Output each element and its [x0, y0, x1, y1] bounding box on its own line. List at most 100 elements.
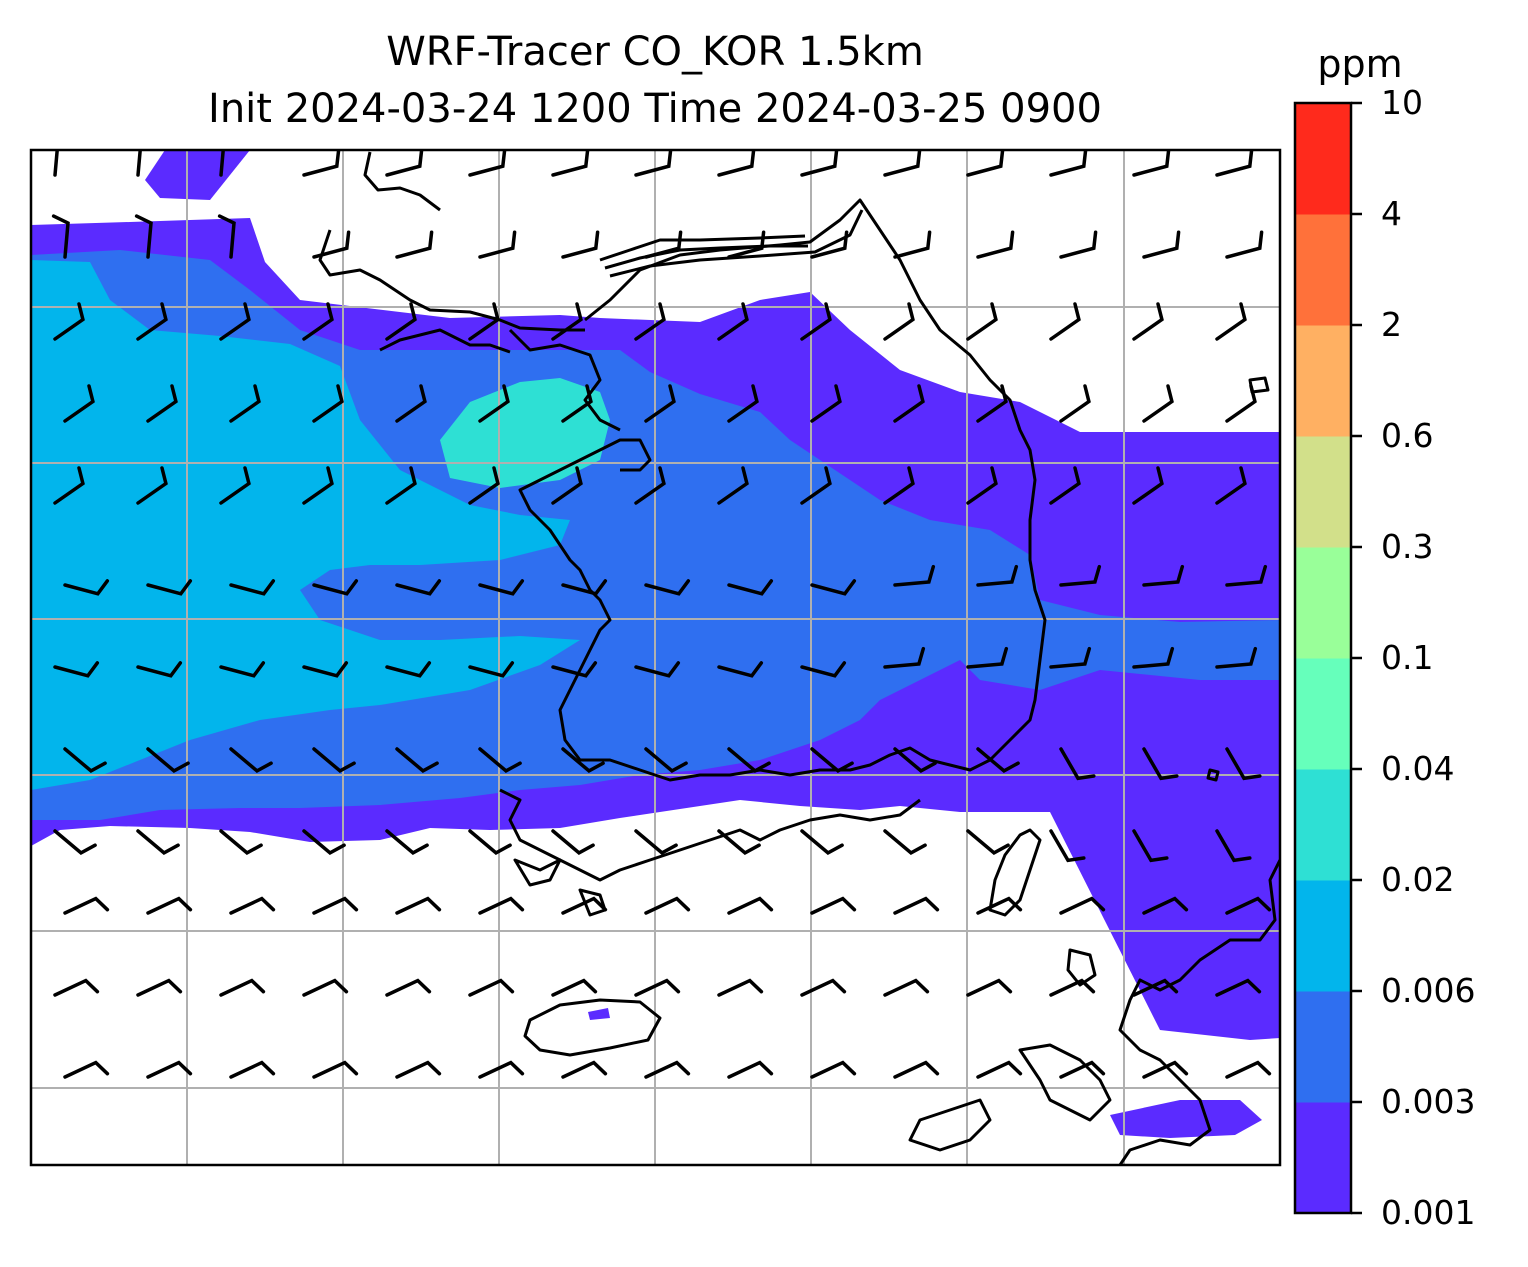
wind-barb: [717, 466, 749, 505]
wind-barb: [976, 564, 1019, 587]
wind-barb: [727, 896, 774, 915]
wind-barb: [727, 579, 774, 596]
wind-barb: [136, 829, 180, 856]
wind-barb: [717, 829, 761, 856]
wind-barb: [561, 384, 593, 423]
wind-barb: [1225, 564, 1268, 587]
colorbar-tick-label: 0.001: [1381, 1193, 1476, 1232]
wind-barb: [478, 896, 525, 915]
wind-barb: [644, 896, 691, 915]
wind-barb: [1049, 829, 1086, 863]
wind-barb: [561, 1060, 608, 1079]
wind-barb: [312, 230, 351, 259]
wind-barb: [53, 978, 100, 997]
wind-barb: [302, 466, 334, 505]
wind-barb: [1049, 302, 1081, 341]
wind-barb: [561, 896, 608, 915]
wind-barb: [385, 829, 429, 856]
wind-barb: [1132, 466, 1164, 505]
wind-barb: [883, 302, 915, 341]
wind-barb: [717, 661, 764, 678]
colorbar-band: [1295, 658, 1351, 770]
wind-barb: [229, 896, 276, 915]
wind-barb: [810, 579, 857, 596]
wind-barb: [302, 978, 349, 997]
wind-barb: [468, 978, 515, 997]
wind-barb: [800, 829, 844, 856]
wind-barb: [146, 384, 178, 423]
wind-barb: [551, 302, 583, 341]
wind-barb: [551, 661, 598, 678]
wind-barb: [1132, 978, 1179, 997]
colorbar-tick-label: 4: [1381, 194, 1402, 233]
wind-barb: [893, 230, 932, 259]
wind-barb: [1225, 747, 1262, 781]
wind-barb: [1225, 1060, 1272, 1079]
wind-barb: [146, 747, 190, 774]
wind-barb: [302, 829, 346, 856]
colorbar-band: [1295, 325, 1351, 437]
wind-barb: [800, 466, 832, 505]
wind-barb: [727, 1060, 774, 1079]
wind-barb: [395, 230, 434, 259]
wind-barb: [468, 661, 515, 678]
wind-barb: [312, 1060, 359, 1079]
colorbar-tick-label: 2: [1381, 305, 1402, 344]
wind-barb: [966, 646, 1009, 669]
colorbar-band: [1295, 991, 1351, 1103]
wind-barb: [395, 1060, 442, 1079]
wind-barb: [717, 302, 749, 341]
colorbar-unit-label: ppm: [1317, 42, 1403, 86]
wind-barb: [63, 1060, 110, 1079]
wind-barb: [551, 150, 590, 177]
wind-barb: [1049, 646, 1092, 669]
colorbar-band: [1295, 103, 1351, 215]
wind-barb: [219, 829, 263, 856]
wind-barb: [302, 661, 349, 678]
wind-barb: [893, 896, 940, 915]
wind-barb: [1049, 466, 1081, 505]
coastlines: [318, 151, 1280, 1165]
wind-barb: [217, 214, 236, 259]
wind-barb: [478, 579, 525, 596]
wind-barb: [478, 230, 517, 259]
wind-barb: [51, 214, 70, 259]
wind-barb: [1142, 384, 1174, 423]
colorbar-tick-label: 0.02: [1381, 860, 1455, 899]
wind-barb: [63, 579, 110, 596]
wind-barb: [551, 466, 583, 505]
wind-barb: [1059, 230, 1098, 259]
wind-barb: [1225, 896, 1272, 915]
wind-barb: [1142, 230, 1181, 259]
wind-barb: [1132, 302, 1164, 341]
wind-barbs: [51, 150, 1272, 1079]
colorbar-band: [1295, 1102, 1351, 1214]
colorbar-band: [1295, 880, 1351, 992]
colorbar-band: [1295, 769, 1351, 881]
wind-barb: [1132, 646, 1175, 669]
wind-barb: [1225, 384, 1257, 423]
wind-barb: [1059, 747, 1096, 781]
wind-barb: [478, 384, 510, 423]
wind-barb: [468, 829, 512, 856]
wind-barb: [1132, 150, 1171, 177]
wind-barb: [644, 230, 683, 259]
map-title-line-1: WRF-Tracer CO_KOR 1.5km: [386, 29, 924, 75]
wind-barb: [634, 302, 666, 341]
wind-barb: [1142, 1060, 1189, 1079]
wind-barb: [883, 978, 930, 997]
colorbar-band: [1295, 547, 1351, 659]
wind-barb: [63, 384, 95, 423]
contour-level-0-001-jeju: [588, 1008, 610, 1020]
colorbar-tick-label: 0.003: [1381, 1082, 1476, 1121]
wind-barb: [1059, 896, 1106, 915]
wind-barb: [810, 384, 842, 423]
wind-barb: [468, 150, 507, 177]
wind-barb: [229, 579, 276, 596]
contour-level-0-02: [440, 378, 610, 488]
wind-barb: [551, 978, 598, 997]
wind-barb: [644, 384, 676, 423]
wind-barb: [966, 150, 1005, 177]
wind-barb: [395, 384, 427, 423]
